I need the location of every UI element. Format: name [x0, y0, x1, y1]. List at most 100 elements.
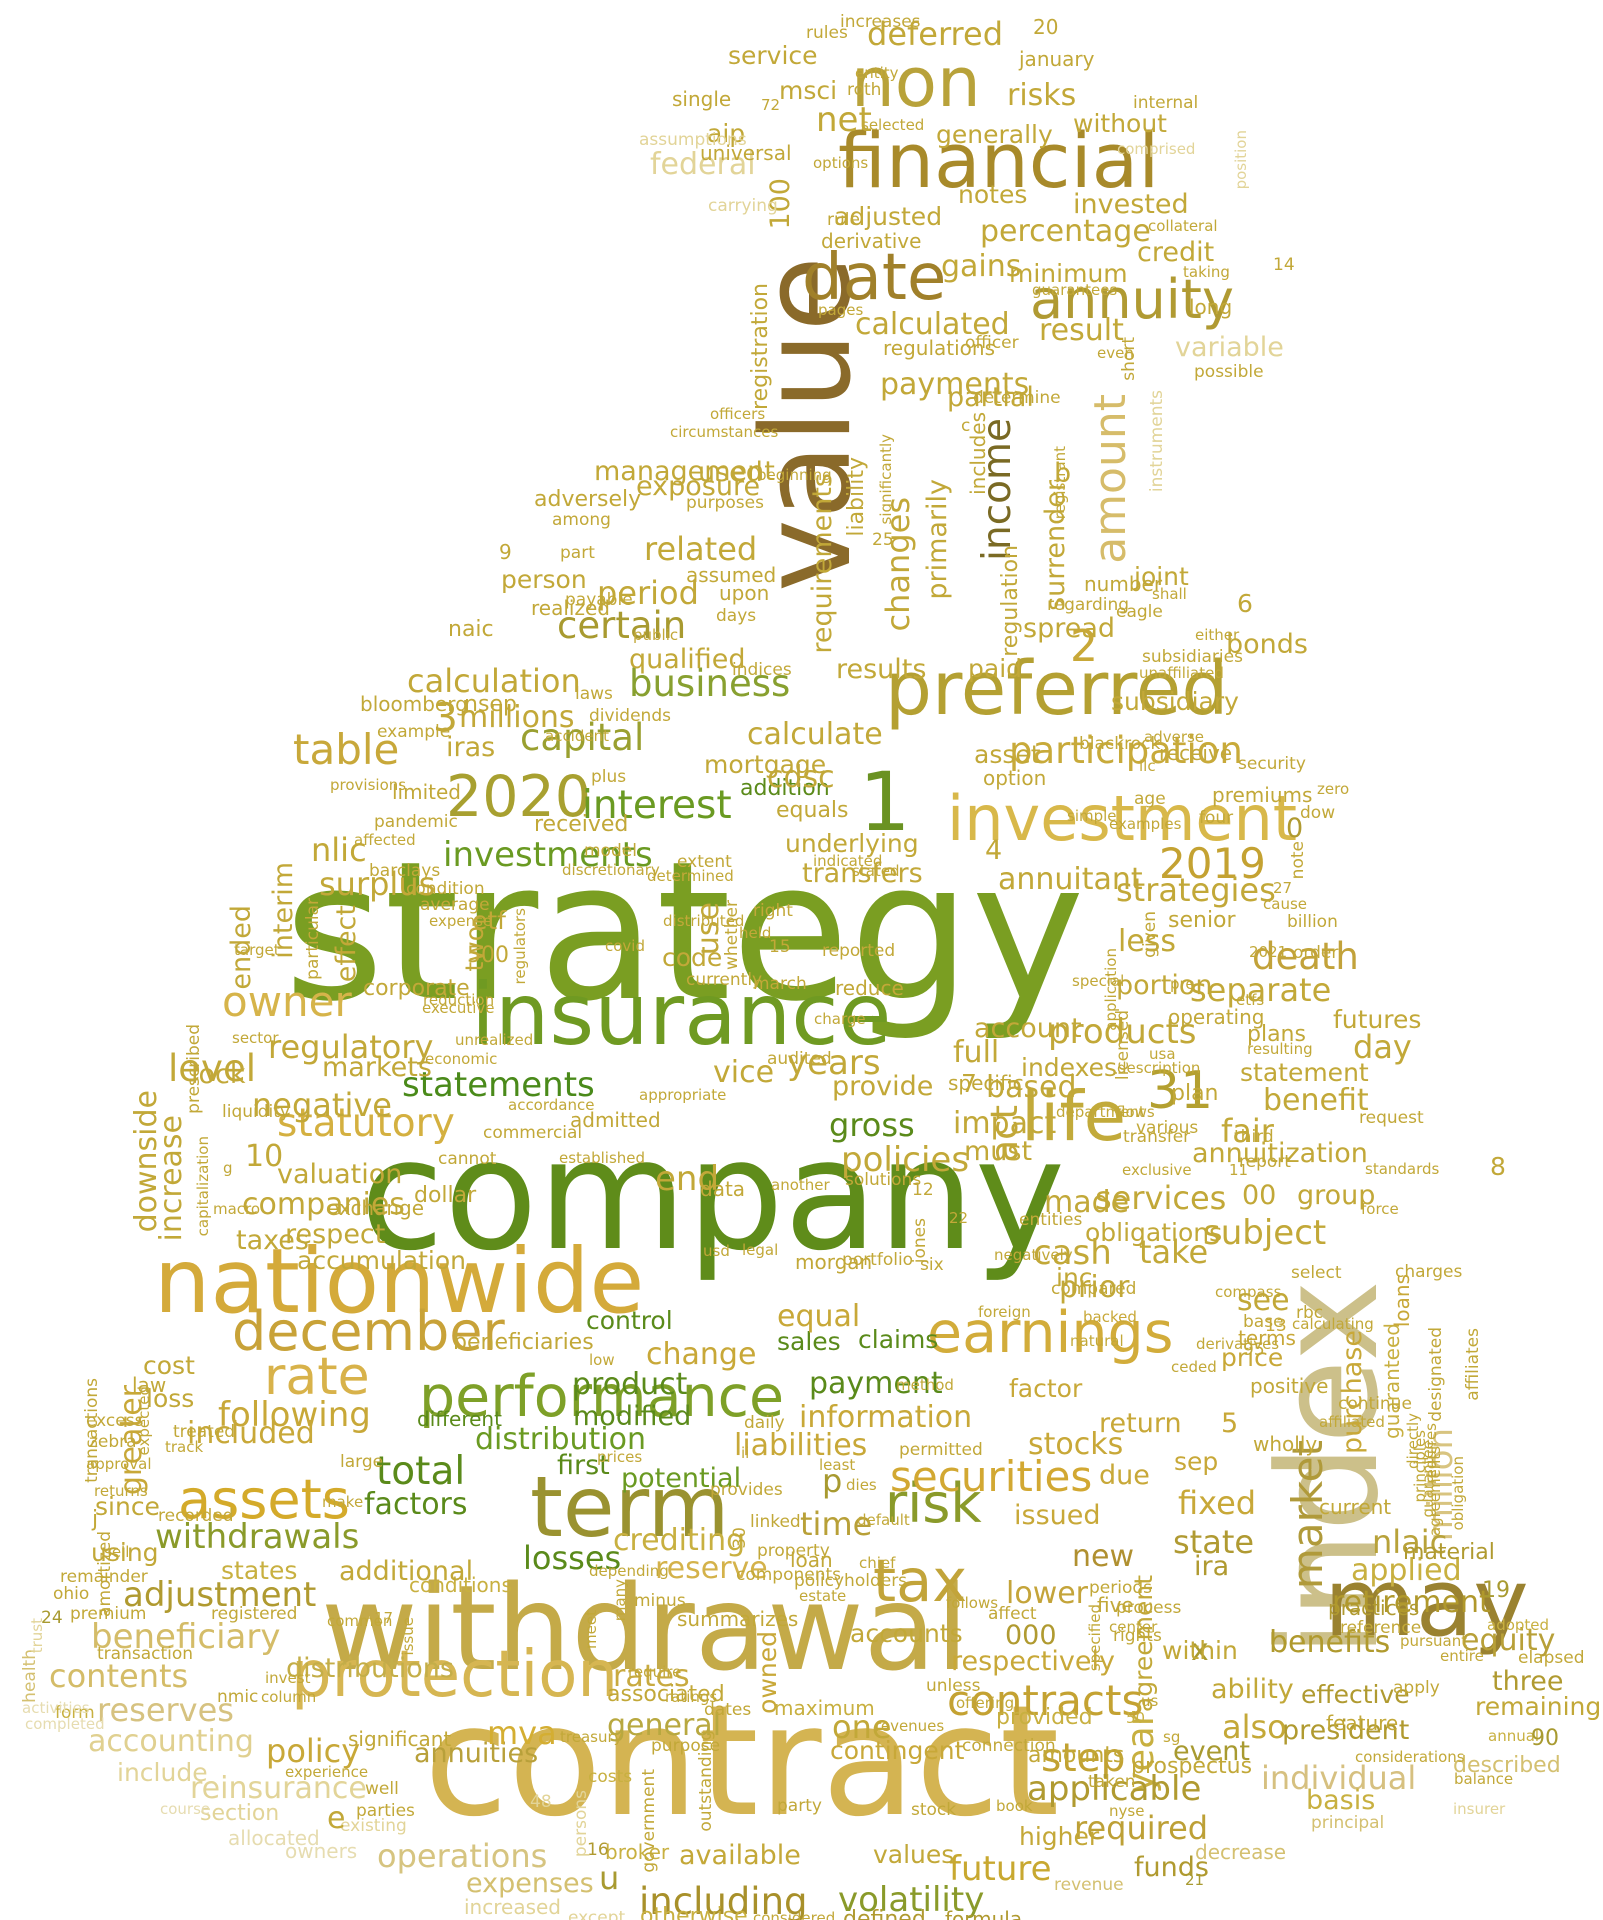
word-event: event: [1173, 1736, 1250, 1767]
word-nsep: nsep: [464, 692, 517, 717]
word-liquidity: liquidity: [222, 1102, 290, 1122]
word-unless: unless: [926, 1676, 981, 1696]
word-chief: chief: [859, 1554, 896, 1572]
word-significant: significant: [348, 1727, 452, 1751]
word-contents: contents: [49, 1657, 189, 1695]
word-20: 20: [1033, 15, 1059, 39]
word-return: return: [1099, 1408, 1182, 1439]
word-collateral: collateral: [1148, 217, 1218, 235]
word-accounts: accounts: [850, 1619, 963, 1648]
word-zebra: zebra: [89, 1432, 137, 1452]
word-lock: lock: [191, 1059, 246, 1090]
word-part: part: [560, 543, 595, 563]
word-wholly: wholly: [1253, 1432, 1318, 1456]
word-end: end: [655, 1159, 720, 1199]
word-reserves: reserves: [97, 1691, 234, 1729]
word-bloomberg: bloomberg: [360, 692, 468, 716]
word-statement: statement: [1240, 1058, 1369, 1087]
word-guaranteed: guaranteed: [1380, 1323, 1404, 1439]
word-500: 500: [467, 943, 509, 968]
word-partial: partial: [947, 382, 1034, 413]
word-report: report: [1239, 1152, 1291, 1172]
word-rates: rates: [613, 1659, 690, 1694]
word-purchase: purchase: [1337, 1330, 1368, 1454]
word-position: position: [1232, 130, 1250, 190]
word-corporate: corporate: [363, 976, 470, 1001]
word-fair: fair: [1221, 1112, 1274, 1150]
word-otherwise: otherwise: [640, 1904, 748, 1920]
word-net: net: [816, 100, 872, 140]
word-respectively: respectively: [951, 1646, 1115, 1677]
word-control: control: [586, 1306, 673, 1335]
word-dow: dow: [1300, 803, 1336, 823]
word-allocated: allocated: [228, 1826, 320, 1850]
word-related: related: [644, 530, 758, 568]
word-zero: zero: [1317, 780, 1350, 798]
word-account: account: [974, 1013, 1082, 1044]
word-compared: compared: [1051, 1279, 1137, 1299]
word-remaining: remaining: [1475, 1692, 1602, 1721]
word-including: including: [639, 1880, 808, 1920]
word-bonds: bonds: [1226, 629, 1308, 660]
word-option: option: [983, 766, 1047, 790]
word-change: change: [646, 1337, 757, 1372]
word-federal: federal: [650, 147, 756, 182]
word-years: years: [787, 1043, 881, 1083]
word-9: 9: [499, 540, 512, 564]
word-less: less: [1118, 924, 1177, 959]
word-formula: formula: [945, 1907, 1023, 1920]
word-annuitant: annuitant: [998, 862, 1143, 897]
word-march: march: [753, 974, 807, 994]
word-rule: rule: [827, 210, 860, 230]
word-meet: meet: [582, 1610, 600, 1649]
word-price: price: [1221, 1343, 1284, 1372]
word-adjusted: adjusted: [834, 202, 943, 231]
word-upon: upon: [719, 581, 770, 605]
word-regulatory: regulatory: [268, 1028, 434, 1066]
word-time: time: [800, 1505, 873, 1543]
word-2: 2: [1070, 621, 1098, 672]
word-offering: offering: [956, 1694, 1015, 1712]
word-options: options: [813, 154, 869, 172]
word-discretionary: discretionary: [562, 861, 660, 879]
word-average: average: [420, 895, 490, 915]
word-8: 8: [1490, 1152, 1506, 1181]
word-registration: registration: [748, 283, 773, 410]
word-depending: depending: [589, 1562, 669, 1580]
word-indicated: indicated: [813, 852, 883, 870]
word-future: future: [949, 1849, 1052, 1889]
word-stocks: stocks: [1028, 1427, 1124, 1462]
word-taken: taken: [1088, 1772, 1136, 1792]
word-payments: payments: [880, 367, 1030, 402]
word-amortized: amortized: [95, 1531, 115, 1617]
word-follows: follows: [946, 1594, 999, 1612]
word-notes: notes: [958, 180, 1028, 209]
word-due: due: [1099, 1460, 1150, 1491]
word-amounts: amounts: [1028, 1743, 1125, 1768]
word-statutory: statutory: [277, 1101, 455, 1146]
word-companies: companies: [242, 1187, 405, 1222]
word-compass: compass: [1215, 1283, 1282, 1301]
word-third: third: [1234, 1127, 1274, 1147]
word-health: health: [20, 1649, 40, 1703]
word-included: included: [187, 1416, 315, 1451]
word-state: state: [1173, 1523, 1255, 1561]
word-eagle: eagle: [1116, 602, 1163, 622]
word-usd: usd: [703, 1242, 730, 1260]
word-accident: accident: [545, 727, 609, 745]
word-gross: gross: [829, 1106, 915, 1144]
word-4: 4: [985, 835, 1003, 866]
word-premium: premium: [70, 1604, 147, 1624]
word-provisions: provisions: [330, 776, 407, 794]
word-exchange: exchange: [327, 1196, 425, 1220]
word-etf: etf: [472, 906, 506, 935]
word-executive: executive: [422, 999, 495, 1017]
word-withdrawal: withdrawal: [321, 1559, 969, 1697]
word-benefits: benefits: [1269, 1625, 1391, 1660]
word-strategies: strategies: [1116, 871, 1276, 909]
word-nlic: nlic: [311, 831, 367, 869]
word-security: security: [1238, 754, 1306, 774]
word-portion: portion: [1116, 970, 1213, 1001]
word-securities: securities: [890, 1452, 1093, 1501]
word-number: number: [1084, 572, 1163, 596]
